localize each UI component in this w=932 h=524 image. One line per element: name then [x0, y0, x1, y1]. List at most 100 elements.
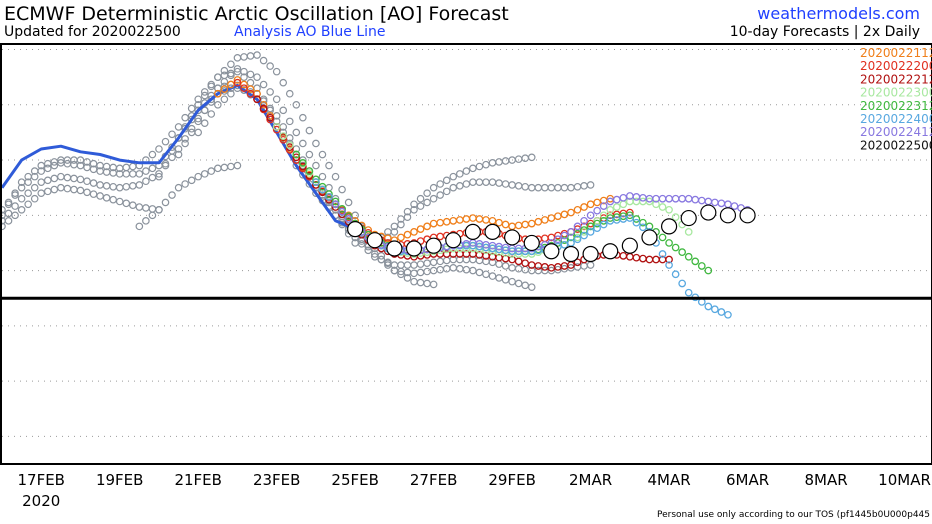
data-point [599, 202, 608, 210]
data-point [488, 272, 497, 280]
data-point [445, 232, 462, 249]
data-point [429, 219, 438, 228]
analysis-note: Analysis AO Blue Line [234, 24, 386, 40]
data-point [194, 100, 203, 109]
data-point [377, 255, 386, 264]
x-tick-label: 10MAR [878, 471, 931, 489]
data-point [719, 207, 737, 224]
data-point [625, 208, 634, 217]
forecast-line [272, 123, 693, 258]
data-point [586, 181, 595, 189]
data-point [449, 216, 458, 225]
data-point [573, 182, 582, 191]
data-point [214, 100, 222, 109]
data-point [292, 153, 301, 162]
data-point [285, 141, 294, 150]
data-point [194, 95, 203, 104]
data-point [370, 252, 379, 261]
data-point [527, 183, 536, 192]
data-point [220, 85, 229, 93]
data-point [691, 195, 700, 204]
data-point [318, 172, 327, 181]
data-point [233, 54, 242, 62]
data-point [521, 281, 530, 290]
data-point [338, 185, 346, 194]
data-point [456, 182, 464, 190]
data-point [700, 204, 717, 221]
data-point [469, 266, 477, 275]
data-point [488, 216, 497, 225]
data-point [554, 183, 562, 192]
data-point [312, 178, 320, 187]
data-point [279, 128, 288, 137]
data-point [142, 217, 150, 225]
forecast-line [253, 95, 673, 272]
forecast-series [213, 76, 756, 319]
data-point [684, 288, 693, 297]
data-point [207, 82, 216, 91]
legend-entry: 2020022500 [860, 138, 932, 152]
data-point [625, 214, 634, 222]
data-point [436, 191, 444, 199]
data-point [449, 183, 458, 192]
data-point [298, 162, 307, 171]
data-point [514, 155, 523, 163]
data-point [253, 95, 261, 104]
data-point [50, 174, 59, 183]
data-point [325, 193, 333, 201]
data-point [187, 104, 196, 113]
data-point [724, 310, 732, 319]
data-point [462, 167, 471, 175]
data-point [423, 267, 431, 276]
data-point [436, 218, 445, 227]
data-point [482, 160, 490, 169]
data-point [410, 200, 418, 209]
latest-forecast-line [347, 204, 756, 263]
data-point [331, 197, 340, 206]
data-point [115, 183, 124, 192]
data-point [17, 183, 26, 192]
data-point [161, 198, 170, 207]
data-point [292, 156, 301, 164]
data-point [580, 231, 588, 240]
x-tick-label: 19FEB [96, 471, 143, 489]
data-point [567, 228, 575, 236]
data-point [619, 193, 628, 202]
data-point [272, 125, 281, 134]
data-point [665, 261, 673, 269]
data-point [148, 211, 157, 220]
data-point [495, 179, 503, 187]
data-point [704, 266, 713, 275]
x-axis-ticks: 17FEB 19FEB 21FEB 23FEB 25FEB 27FEB 29FEB 2MAR 4… [17, 471, 930, 510]
data-point [364, 246, 373, 255]
data-point [279, 106, 288, 115]
data-point [181, 113, 189, 122]
data-point [514, 182, 523, 190]
data-point [240, 84, 248, 93]
data-point [641, 229, 658, 246]
data-point [547, 214, 556, 222]
grid-lines [2, 49, 932, 437]
data-point [397, 270, 405, 279]
data-point [436, 180, 444, 188]
legend-entry: 2020022112 [860, 46, 932, 60]
data-point [475, 215, 484, 223]
data-point [495, 260, 503, 268]
data-point [462, 265, 471, 274]
data-point [403, 274, 412, 282]
data-point [76, 161, 85, 170]
data-point [632, 218, 641, 227]
data-point [142, 177, 150, 186]
data-point [161, 137, 170, 146]
data-point [593, 224, 601, 233]
data-point [312, 161, 320, 170]
data-point [272, 67, 281, 76]
brand-link[interactable]: weathermodels.com [757, 4, 920, 23]
data-point [678, 194, 687, 203]
data-point [684, 228, 693, 236]
data-point [318, 150, 327, 159]
data-point [279, 135, 288, 144]
older-forecast-line [174, 65, 536, 291]
data-point [129, 201, 137, 209]
updated-label: Updated for 2020022500 [4, 24, 181, 40]
